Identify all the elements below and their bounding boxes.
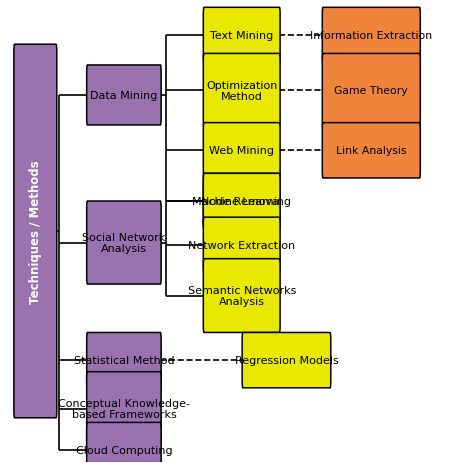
Text: Semantic Networks
Analysis: Semantic Networks Analysis	[188, 285, 296, 307]
FancyBboxPatch shape	[203, 54, 280, 128]
FancyBboxPatch shape	[203, 174, 280, 229]
Text: Techniques / Methods: Techniques / Methods	[29, 160, 42, 303]
Text: Network Extraction: Network Extraction	[188, 240, 295, 250]
FancyBboxPatch shape	[87, 372, 161, 445]
Text: Cloud Computing: Cloud Computing	[75, 445, 172, 455]
Text: Social Network
Analysis: Social Network Analysis	[82, 232, 165, 254]
FancyBboxPatch shape	[203, 8, 280, 63]
FancyBboxPatch shape	[87, 333, 161, 388]
Text: Link Analysis: Link Analysis	[336, 146, 407, 156]
FancyBboxPatch shape	[322, 123, 420, 179]
Text: Conceptual Knowledge-
based Frameworks: Conceptual Knowledge- based Frameworks	[58, 398, 190, 419]
Text: Node Removal: Node Removal	[201, 197, 282, 206]
Text: Optimization
Method: Optimization Method	[206, 81, 277, 102]
FancyBboxPatch shape	[14, 45, 57, 418]
Text: Web Mining: Web Mining	[209, 146, 274, 156]
FancyBboxPatch shape	[203, 259, 280, 333]
FancyBboxPatch shape	[203, 123, 280, 179]
FancyBboxPatch shape	[322, 54, 420, 128]
FancyBboxPatch shape	[242, 333, 331, 388]
FancyBboxPatch shape	[322, 8, 420, 63]
FancyBboxPatch shape	[203, 174, 280, 229]
Text: Statistical Method: Statistical Method	[73, 356, 174, 365]
FancyBboxPatch shape	[87, 201, 161, 284]
Text: Game Theory: Game Theory	[335, 86, 408, 96]
Text: Data Mining: Data Mining	[90, 91, 157, 101]
Text: Information Extraction: Information Extraction	[310, 31, 432, 41]
Text: Text Mining: Text Mining	[210, 31, 273, 41]
FancyBboxPatch shape	[87, 66, 161, 125]
Text: Regression Models: Regression Models	[235, 356, 338, 365]
Text: Machine Learning: Machine Learning	[192, 197, 291, 206]
FancyBboxPatch shape	[203, 218, 280, 273]
FancyBboxPatch shape	[87, 423, 161, 463]
